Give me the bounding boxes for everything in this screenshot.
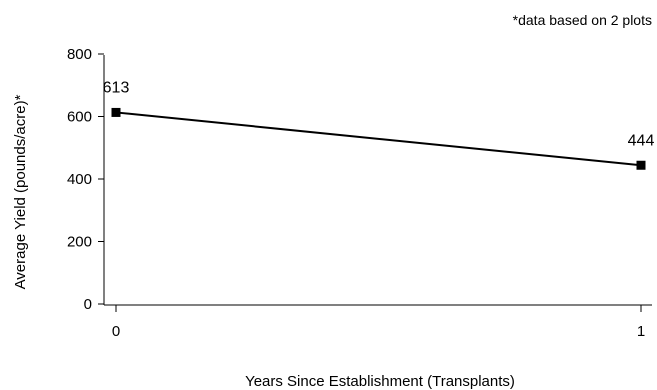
series-line [115,111,642,167]
y-axis: 0 200 400 600 800 [67,46,105,313]
x-tick-label: 1 [637,323,645,340]
y-tick-label: 800 [67,46,92,63]
y-tick-label: 0 [84,296,92,313]
x-axis-label: Years Since Establishment (Transplants) [245,373,515,390]
x-tick-label: 0 [112,323,120,340]
data-point-marker [111,107,121,117]
data-label: 444 [628,132,655,149]
y-tick-label: 200 [67,234,92,251]
series-layer: 613 444 [103,79,655,170]
y-tick-label: 400 [67,171,92,188]
chart-note: *data based on 2 plots [513,12,652,28]
y-axis-label: Average Yield (pounds/acre)* [12,94,29,289]
y-tick-label: 600 [67,109,92,126]
data-label: 613 [103,79,130,96]
data-point-marker [636,160,646,170]
